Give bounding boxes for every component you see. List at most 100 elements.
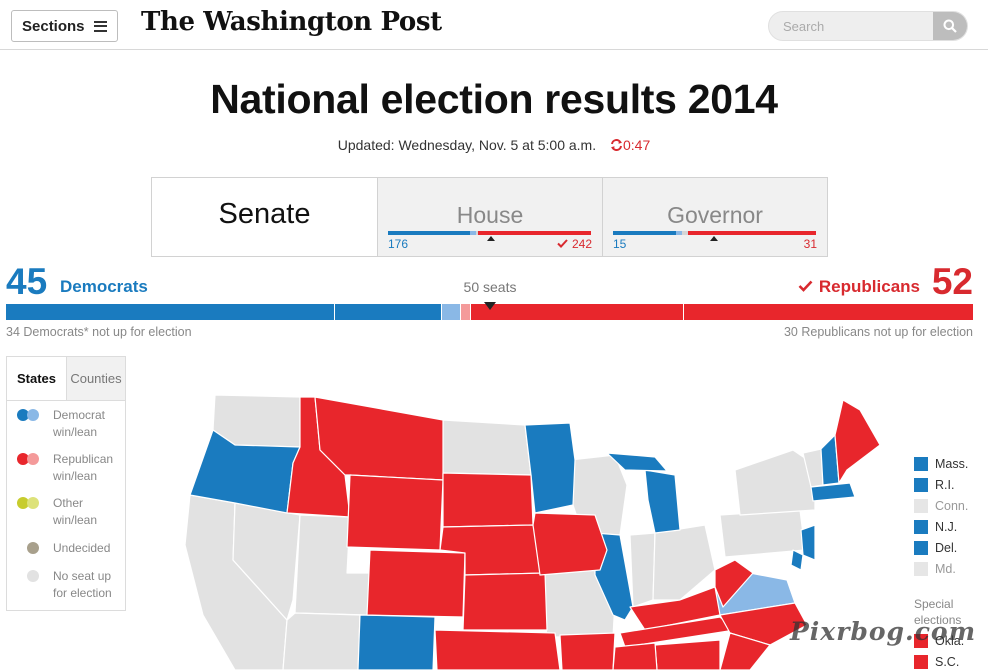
legend-swatch [914, 477, 928, 492]
check-icon [557, 239, 568, 248]
rep-label: Republicans [798, 277, 920, 297]
state-arkansas [559, 632, 616, 670]
special-elections-label: Special elections [914, 597, 962, 627]
legend-label: Democrat win/lean [53, 408, 106, 439]
legend-dots [17, 407, 53, 421]
legend-dots [17, 540, 53, 554]
senate-bar-dem-won [335, 304, 442, 320]
search-icon [943, 19, 957, 33]
legend-republican: Republican win/lean [17, 451, 127, 485]
refresh-timer[interactable]: 0:47 [610, 137, 650, 153]
legend-nj[interactable]: N.J. [914, 519, 957, 534]
legend-swatch [914, 456, 928, 471]
tab-senate-label: Senate [218, 198, 311, 230]
legend-ri[interactable]: R.I. [914, 477, 954, 492]
legend-mass[interactable]: Mass. [914, 456, 968, 471]
state-wyoming [346, 474, 444, 551]
legend-dots [17, 568, 53, 582]
dem-not-up-note: 34 Democrats* not up for election [6, 325, 192, 339]
updated-text: Updated: Wednesday, Nov. 5 at 5:00 a.m. [337, 137, 597, 153]
legend-state-label: R.I. [935, 477, 955, 492]
search-button[interactable] [933, 12, 967, 40]
governor-majority-marker [710, 236, 718, 241]
legend-conn[interactable]: Conn. [914, 498, 968, 513]
house-dem-lean-segment [470, 231, 477, 235]
sections-label: Sections [22, 17, 85, 35]
hamburger-icon [93, 20, 107, 32]
state-oklahoma [434, 629, 561, 670]
logo[interactable]: The Washington Post [141, 7, 442, 37]
senate-seat-bar [6, 304, 974, 320]
senate-bar-dem-lean [441, 304, 461, 320]
legend-md[interactable]: Md. [914, 561, 956, 576]
refresh-countdown: 0:47 [623, 137, 651, 153]
legend-swatch [914, 561, 928, 576]
senate-majority-marker [484, 302, 496, 310]
senate-bar-dem-not-up [6, 304, 336, 320]
legend-undecided: Undecided [17, 540, 127, 557]
state-new-york [734, 449, 816, 516]
house-dem-count: 176 [388, 237, 409, 251]
legend-state-label: Okla. [935, 633, 965, 648]
state-kentucky [629, 586, 721, 631]
legend-del[interactable]: Del. [914, 540, 957, 555]
state-south-dakota [442, 472, 534, 528]
tab-states[interactable]: States [7, 357, 66, 400]
legend-dots [17, 451, 53, 465]
tab-senate[interactable]: Senate [152, 178, 378, 256]
state-arizona [282, 612, 361, 670]
tab-house-label: House [456, 202, 524, 228]
legend-okla[interactable]: Okla. [914, 633, 964, 648]
legend-no-seat: No seat up for election [17, 568, 127, 602]
house-majority-marker [487, 236, 495, 241]
legend-dots [17, 495, 53, 509]
sections-button[interactable]: Sections [11, 10, 118, 42]
state-michigan [644, 469, 681, 534]
senate-bar-rep-lean [460, 304, 471, 320]
house-seat-bar [388, 231, 591, 235]
state-new-jersey [800, 524, 816, 561]
legend-state-label: Del. [935, 540, 958, 555]
legend-democrat: Democrat win/lean [17, 407, 127, 441]
tab-house[interactable]: House 176 242 [378, 178, 603, 256]
rep-seat-count: 52 [931, 261, 973, 302]
us-election-map[interactable] [175, 375, 910, 670]
rep-not-up-note: 30 Republicans not up for election [783, 325, 973, 339]
governor-seat-bar [613, 231, 816, 235]
state-maine [834, 399, 881, 484]
governor-rep-segment [688, 231, 816, 235]
governor-dem-count: 15 [613, 237, 627, 251]
tab-counties[interactable]: Counties [65, 357, 125, 400]
updated-line: Updated: Wednesday, Nov. 5 at 5:00 a.m. … [0, 137, 988, 153]
legend-swatch [914, 633, 928, 648]
house-dem-segment [388, 231, 471, 235]
rep-label-text: Republicans [818, 277, 920, 296]
state-ohio [652, 524, 716, 601]
legend-state-label: Md. [935, 561, 956, 576]
legend-other: Other win/lean [17, 495, 127, 529]
tab-governor[interactable]: Governor 15 31 [603, 178, 827, 256]
tab-governor-label: Governor [667, 202, 763, 228]
state-michigan-up [606, 452, 668, 472]
race-tabs: Senate House 176 242 Governor 15 31 [151, 177, 828, 257]
house-rep-count: 242 [557, 237, 592, 251]
state-new-mexico [357, 614, 436, 670]
check-icon [798, 280, 813, 292]
house-rep-count-value: 242 [571, 237, 592, 251]
state-massachusetts [810, 482, 856, 502]
refresh-icon [611, 139, 622, 151]
legend-swatch [914, 540, 928, 555]
search-box [768, 11, 968, 41]
legend-sc[interactable]: S.C. [914, 654, 959, 669]
legend-swatch [914, 654, 928, 669]
top-bar: Sections The Washington Post [0, 0, 988, 50]
majority-label: 50 seats [463, 279, 517, 295]
state-north-carolina [719, 602, 808, 646]
legend-state-label: S.C. [935, 654, 960, 669]
state-mississippi [612, 642, 658, 670]
search-input[interactable] [769, 12, 934, 40]
state-south-carolina [719, 632, 771, 670]
senate-bar-rep-won [470, 304, 684, 320]
state-pennsylvania [719, 509, 806, 558]
legend-label: Other win/lean [53, 496, 98, 527]
